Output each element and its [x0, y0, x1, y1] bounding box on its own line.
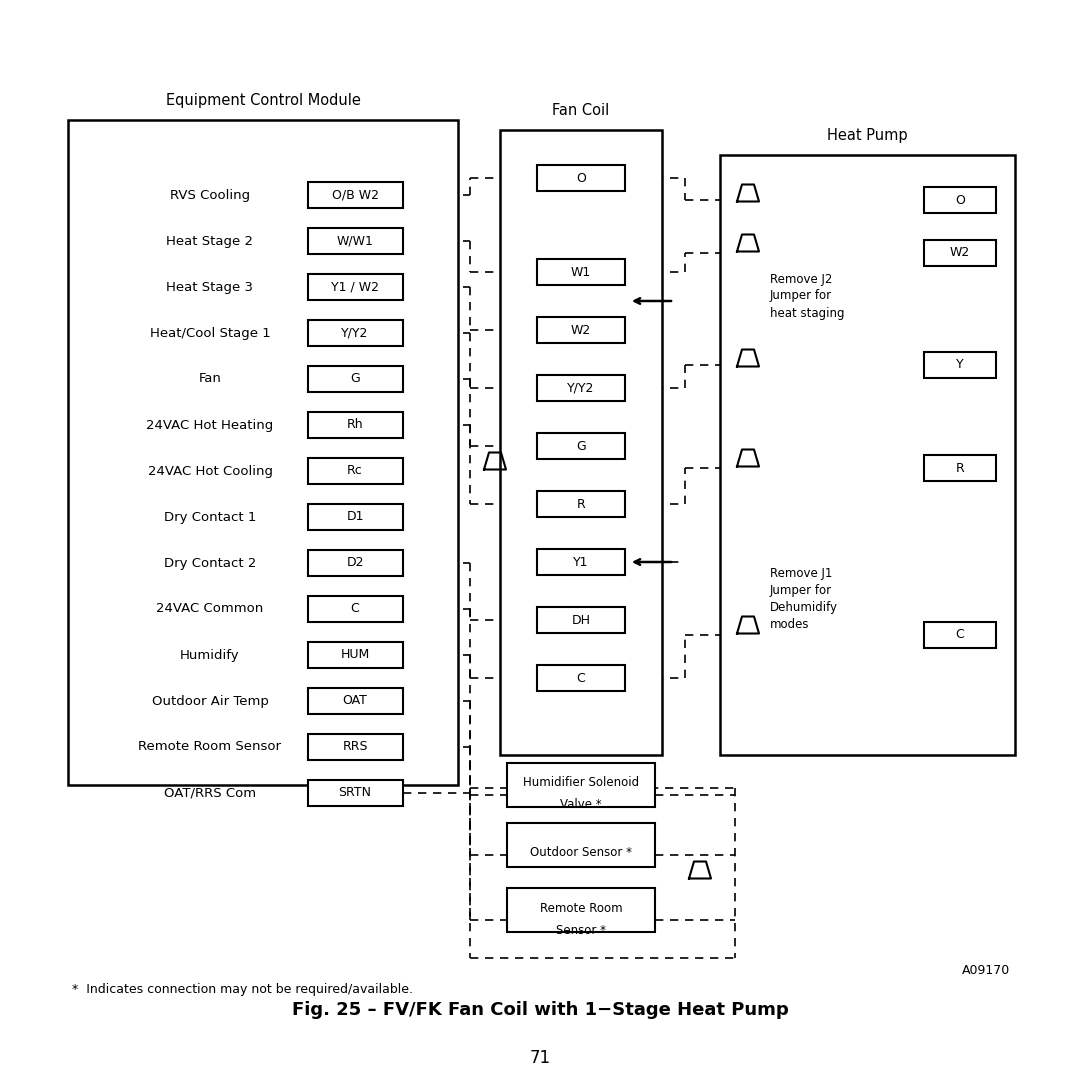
Text: Equipment Control Module: Equipment Control Module	[165, 93, 361, 108]
Bar	[924, 352, 996, 378]
Text: Valve *: Valve *	[561, 798, 602, 811]
Bar	[507, 823, 654, 867]
Text: Fan Coil: Fan Coil	[552, 103, 609, 118]
Text: Remove J2
Jumper for
heat staging: Remove J2 Jumper for heat staging	[770, 272, 845, 320]
Bar	[537, 433, 625, 459]
Text: A09170: A09170	[962, 963, 1010, 976]
Bar	[308, 411, 403, 438]
Text: G: G	[350, 373, 360, 386]
Text: Humidify: Humidify	[180, 648, 240, 661]
Text: Outdoor Air Temp: Outdoor Air Temp	[151, 694, 269, 707]
Bar	[537, 375, 625, 401]
Bar	[308, 550, 403, 576]
Text: RVS Cooling: RVS Cooling	[170, 189, 251, 202]
Text: Y/Y2: Y/Y2	[341, 326, 368, 339]
Text: Humidifier Solenoid: Humidifier Solenoid	[523, 777, 639, 789]
Text: OAT: OAT	[342, 694, 367, 707]
Text: Sensor *: Sensor *	[556, 923, 606, 936]
Text: Dry Contact 2: Dry Contact 2	[164, 556, 256, 569]
Text: C: C	[956, 629, 964, 642]
Bar	[537, 665, 625, 691]
Text: Y: Y	[956, 359, 963, 372]
Text: O/B W2: O/B W2	[332, 189, 378, 202]
Bar	[308, 596, 403, 622]
Text: Y1: Y1	[573, 555, 589, 568]
Bar	[537, 165, 625, 191]
Text: 24VAC Hot Cooling: 24VAC Hot Cooling	[148, 464, 272, 477]
Text: Fan: Fan	[199, 373, 221, 386]
Text: O: O	[955, 193, 964, 206]
Text: R: R	[956, 461, 964, 474]
Bar	[308, 320, 403, 346]
Text: Rh: Rh	[347, 418, 363, 432]
Text: 24VAC Hot Heating: 24VAC Hot Heating	[147, 418, 273, 432]
Text: Rc: Rc	[347, 464, 363, 477]
Bar	[537, 491, 625, 517]
Text: W1: W1	[571, 266, 591, 279]
Bar	[924, 187, 996, 213]
Text: C: C	[577, 672, 585, 685]
Text: C: C	[351, 603, 360, 616]
Text: Heat/Cool Stage 1: Heat/Cool Stage 1	[150, 326, 270, 339]
Text: RRS: RRS	[342, 741, 368, 754]
Text: Heat Stage 3: Heat Stage 3	[166, 281, 254, 294]
Bar	[500, 130, 662, 755]
Text: Dry Contact 1: Dry Contact 1	[164, 511, 256, 524]
Text: Fig. 25 – FV/FK Fan Coil with 1−Stage Heat Pump: Fig. 25 – FV/FK Fan Coil with 1−Stage He…	[292, 1001, 788, 1020]
Bar	[68, 120, 458, 785]
Bar	[537, 549, 625, 575]
Text: G: G	[576, 440, 585, 453]
Text: R: R	[577, 498, 585, 511]
Text: W2: W2	[571, 324, 591, 337]
Text: O: O	[576, 172, 586, 185]
Text: Heat Pump: Heat Pump	[827, 129, 908, 143]
Bar	[308, 504, 403, 530]
Bar	[924, 622, 996, 648]
Text: W/W1: W/W1	[337, 234, 374, 247]
Bar	[308, 366, 403, 392]
Bar	[537, 318, 625, 343]
Text: 24VAC Common: 24VAC Common	[157, 603, 264, 616]
Bar	[308, 228, 403, 254]
Text: Y/Y2: Y/Y2	[567, 381, 595, 394]
Bar	[537, 607, 625, 633]
Bar	[720, 156, 1015, 755]
Text: SRTN: SRTN	[338, 786, 372, 799]
Text: OAT/RRS Com: OAT/RRS Com	[164, 786, 256, 799]
Bar	[308, 183, 403, 208]
Text: Remote Room Sensor: Remote Room Sensor	[138, 741, 282, 754]
Text: 71: 71	[529, 1049, 551, 1067]
Bar	[308, 688, 403, 714]
Bar	[308, 734, 403, 760]
Text: D1: D1	[347, 511, 364, 524]
Text: *  Indicates connection may not be required/available.: * Indicates connection may not be requir…	[72, 984, 413, 997]
Bar	[537, 259, 625, 285]
Text: Outdoor Sensor *: Outdoor Sensor *	[530, 847, 632, 860]
Text: Y1 / W2: Y1 / W2	[330, 281, 379, 294]
Bar	[308, 780, 403, 806]
Text: HUM: HUM	[340, 648, 369, 661]
Text: Remove J1
Jumper for
Dehumidify
modes: Remove J1 Jumper for Dehumidify modes	[770, 567, 838, 631]
Text: Heat Stage 2: Heat Stage 2	[166, 234, 254, 247]
Text: DH: DH	[571, 613, 591, 626]
Bar	[308, 458, 403, 484]
Bar	[507, 762, 654, 807]
Text: D2: D2	[347, 556, 364, 569]
Bar	[507, 888, 654, 932]
Bar	[308, 274, 403, 300]
Bar	[924, 240, 996, 266]
Bar	[924, 455, 996, 481]
Text: Remote Room: Remote Room	[540, 902, 622, 915]
Bar	[308, 642, 403, 669]
Text: W2: W2	[950, 246, 970, 259]
